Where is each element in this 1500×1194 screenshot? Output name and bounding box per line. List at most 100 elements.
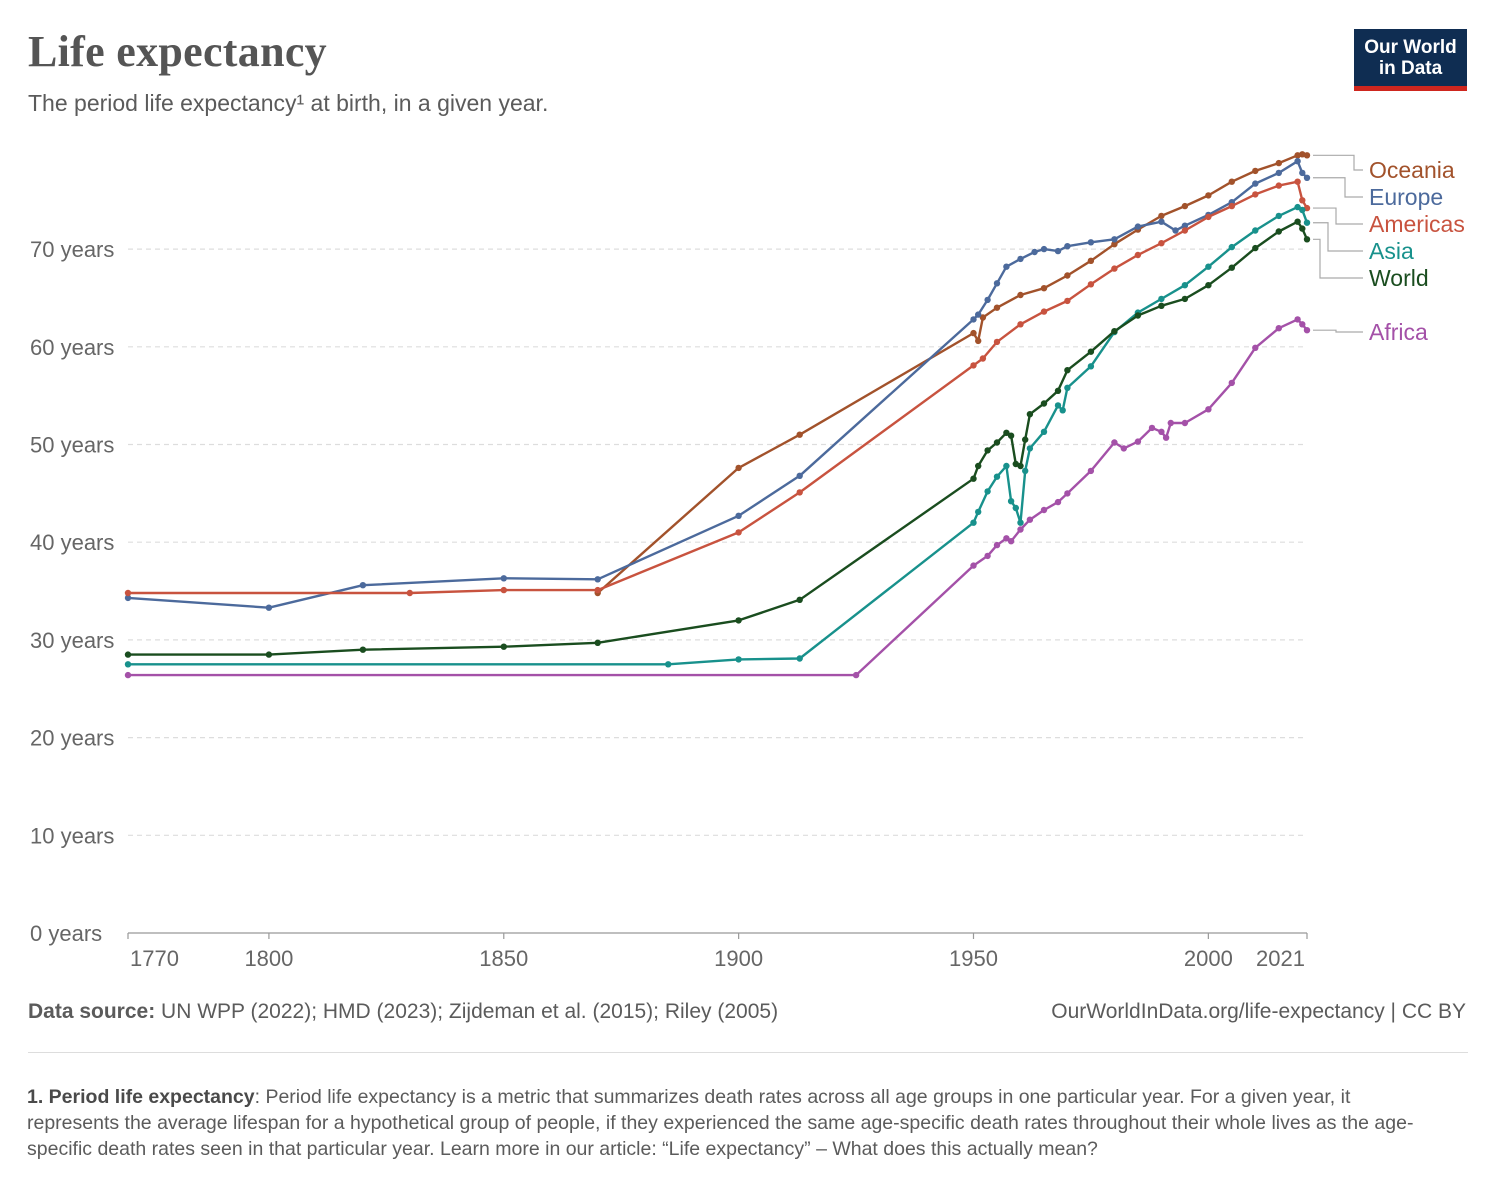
data-point-africa [1252,344,1259,351]
data-point-americas [993,338,1001,346]
data-point-asia [124,661,132,668]
data-point-asia [1228,243,1236,251]
connector-oceania [1313,154,1363,171]
y-tick-label: 40 years [30,530,114,555]
data-point-asia [970,519,977,526]
series-label-americas: Americas [1369,211,1465,237]
data-point-world [500,643,507,650]
data-point-africa [1017,526,1024,533]
data-point-asia [1003,462,1010,470]
data-point-world [993,439,1001,446]
data-point-europe [124,594,132,602]
data-point-asia [1303,219,1311,226]
series-label-oceania: Oceania [1369,157,1455,183]
data-point-africa [852,671,860,679]
data-point-world [1026,411,1034,418]
data-point-world [265,651,273,658]
chart-subtitle: The period life expectancy¹ at birth, in… [28,90,549,116]
data-point-world [1134,312,1142,319]
data-point-asia [1054,402,1062,409]
y-tick-label: 0 years [30,921,102,946]
data-point-oceania [1205,192,1212,199]
data-point-europe [1158,218,1165,225]
logo-line-1: Our World [1364,37,1457,58]
connector-africa [1313,329,1363,333]
data-point-africa [970,562,977,569]
data-point-africa [1054,498,1062,506]
data-point-americas [1252,191,1259,198]
data-source-text[interactable]: UN WPP (2022); HMD (2023); Zijdeman et a… [155,1000,779,1023]
data-source-label: Data source: [28,1000,156,1023]
data-point-oceania [796,431,803,438]
y-tick-label: 50 years [30,433,114,458]
data-point-africa [1162,434,1170,441]
data-point-asia [1275,212,1283,220]
data-point-americas [1299,197,1306,204]
series-line-oceania [596,153,1308,594]
data-point-americas [124,589,132,597]
data-point-europe [1040,245,1048,253]
data-point-world [1087,348,1095,355]
data-point-europe [975,311,982,318]
data-point-asia [735,656,742,663]
data-point-europe [265,604,273,611]
data-point-americas [500,586,507,594]
data-point-asia [1007,498,1015,505]
data-point-africa [1120,445,1128,452]
data-point-asia [1087,363,1095,370]
x-tick-label: 1800 [244,946,293,971]
connector-asia [1313,222,1363,252]
owid-logo[interactable]: Our World in Data [1354,29,1467,91]
data-point-asia [1294,203,1301,211]
data-point-asia [1158,295,1165,303]
data-point-africa [1275,325,1283,332]
data-point-oceania [1303,152,1311,159]
data-point-africa [1167,419,1175,427]
footnote-label: 1. Period life expectancy [27,1086,255,1108]
data-point-africa [1134,438,1142,445]
data-point-americas [1294,178,1301,185]
data-point-africa [984,552,991,560]
data-point-africa [1040,506,1048,514]
series-line-asia [128,205,1309,666]
data-point-world [594,639,601,646]
data-point-asia [1181,282,1189,289]
data-point-world [1054,387,1062,394]
data-point-oceania [1181,202,1189,210]
data-point-world [1294,218,1301,225]
connector-world [1313,238,1363,279]
data-point-world [1303,236,1311,243]
data-point-world [1007,432,1015,439]
data-point-africa [1003,535,1010,542]
data-point-americas [979,355,987,362]
connector-americas [1313,207,1363,225]
y-tick-label: 60 years [30,335,114,360]
data-point-europe [500,575,507,582]
data-point-oceania [1158,212,1165,220]
data-point-americas [1087,281,1095,288]
data-point-africa [1148,424,1156,432]
data-point-europe [1303,174,1311,181]
data-point-asia [1026,445,1034,452]
data-point-europe [359,582,367,589]
connector-europe [1313,177,1363,198]
series-line-world [128,220,1309,656]
data-point-asia [1021,467,1029,475]
x-tick-label: 1950 [949,946,998,971]
data-point-asia [665,661,672,668]
data-point-asia [993,473,1001,480]
data-point-americas [1040,308,1048,315]
license-link[interactable]: OurWorldInData.org/life-expectancy | CC … [1051,1000,1466,1023]
x-tick-label: 2021 [1256,946,1305,971]
data-point-europe [1181,222,1189,229]
data-point-europe [1087,239,1095,246]
data-point-americas [735,529,742,536]
data-point-oceania [735,464,742,472]
y-tick-label: 30 years [30,628,114,653]
data-point-europe [1003,263,1010,270]
data-point-americas [406,589,413,597]
data-point-europe [1275,169,1283,177]
data-point-americas [1134,251,1142,259]
data-point-oceania [1275,159,1283,167]
data-point-europe [984,296,991,304]
